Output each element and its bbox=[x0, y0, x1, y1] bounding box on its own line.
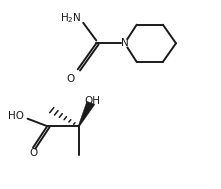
Text: H$_2$N: H$_2$N bbox=[60, 11, 82, 25]
Text: OH: OH bbox=[84, 96, 100, 106]
Polygon shape bbox=[78, 101, 95, 126]
Text: O: O bbox=[66, 74, 74, 84]
Text: HO: HO bbox=[8, 111, 24, 121]
Text: N: N bbox=[121, 38, 129, 48]
Text: O: O bbox=[29, 148, 37, 158]
